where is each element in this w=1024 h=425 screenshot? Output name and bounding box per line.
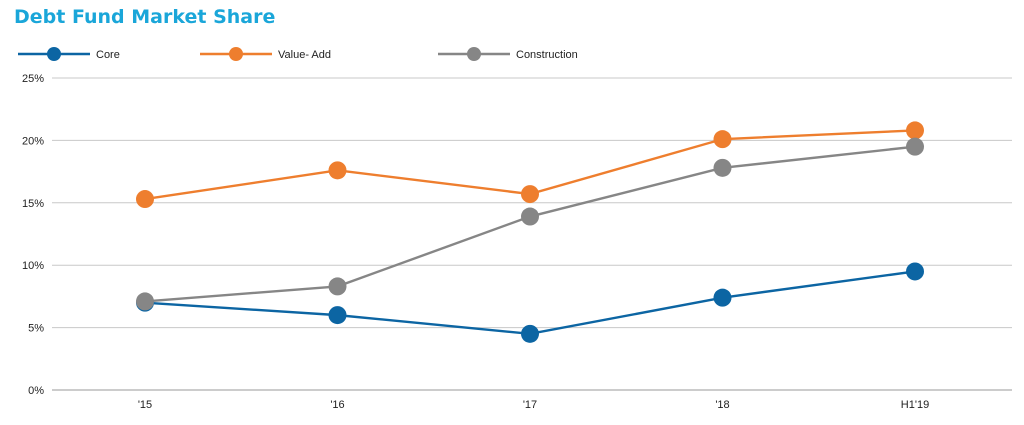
x-axis-ticks: '15 '16 '17 '18 H1'19 <box>138 399 929 411</box>
legend-marker <box>47 47 61 61</box>
y-tick-label: 10% <box>22 260 44 272</box>
y-tick-label: 0% <box>28 385 44 397</box>
gridlines <box>52 77 1012 391</box>
x-tick-label: '16 <box>330 399 344 411</box>
data-point <box>136 190 154 209</box>
data-point <box>521 207 539 226</box>
data-point <box>521 185 539 204</box>
legend-label: Value- Add <box>278 49 331 61</box>
y-tick-label: 15% <box>22 198 44 210</box>
data-point <box>136 292 154 311</box>
x-tick-label: '15 <box>138 399 152 411</box>
y-tick-label: 25% <box>22 73 44 85</box>
data-point <box>713 130 732 149</box>
data-point <box>328 306 347 325</box>
data-point <box>713 288 732 307</box>
data-point <box>328 277 347 296</box>
x-tick-label: '18 <box>715 399 729 411</box>
data-point <box>328 161 347 180</box>
y-axis-ticks: 0% 5% 10% 15% 20% 25% <box>22 73 44 397</box>
x-tick-label: H1'19 <box>901 399 929 411</box>
series-lines <box>136 121 924 343</box>
data-point <box>906 121 924 140</box>
series-line <box>144 270 916 336</box>
x-tick-label: '17 <box>523 399 537 411</box>
legend-marker <box>229 47 243 61</box>
legend-marker <box>467 47 481 61</box>
data-point <box>713 158 732 177</box>
y-tick-label: 5% <box>28 323 44 335</box>
legend-label: Construction <box>516 49 578 61</box>
legend-label: Core <box>96 49 120 61</box>
data-point <box>521 324 539 343</box>
data-point <box>906 137 924 156</box>
y-tick-label: 20% <box>22 135 44 147</box>
legend: Core Value- Add Construction <box>18 47 578 61</box>
data-point <box>906 262 924 281</box>
chart-title: Debt Fund Market Share <box>14 6 276 28</box>
